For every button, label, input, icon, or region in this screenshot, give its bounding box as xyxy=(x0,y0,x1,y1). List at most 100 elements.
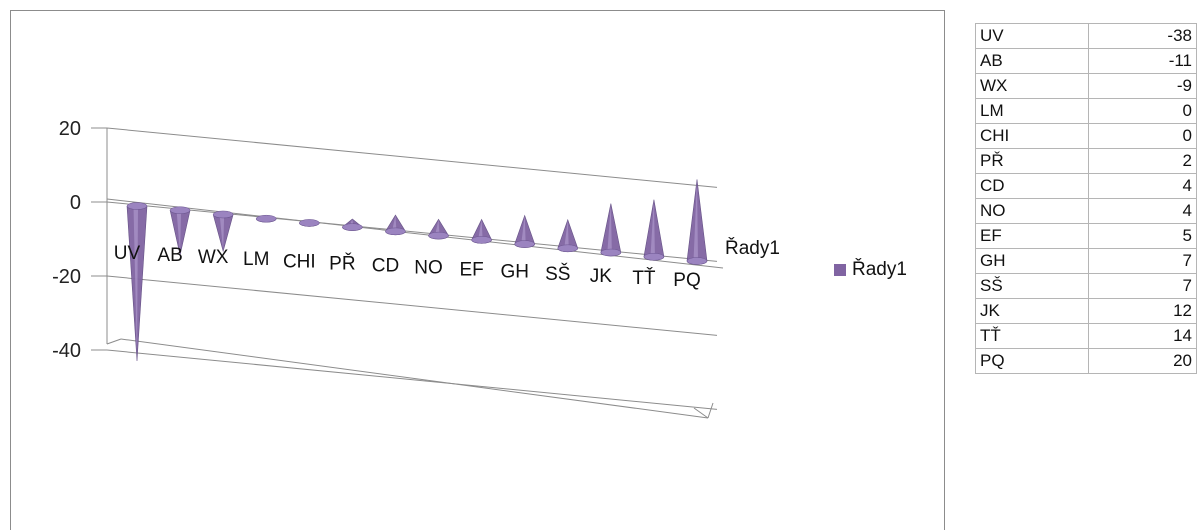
floor-left-edge xyxy=(106,338,122,345)
cone-base xyxy=(126,202,148,210)
table-cell-label: JK xyxy=(974,298,1090,324)
x-tick-label: PŘ xyxy=(329,252,355,274)
cone-highlight xyxy=(478,219,483,240)
cone-highlight xyxy=(693,179,698,261)
table-row: EF 5 xyxy=(974,223,1197,249)
legend-label: Řady1 xyxy=(852,259,907,280)
cone-highlight xyxy=(521,215,526,245)
x-tick-label: TŤ xyxy=(632,267,656,289)
table-row: TŤ 14 xyxy=(974,323,1197,349)
chart-svg: 20 0 -20 -40 UV AB WX LM CHI PŘ CD NO EF GH SŠ JK TŤ PQ Řa… xyxy=(52,118,780,419)
table-cell-label: AB xyxy=(974,48,1090,74)
x-tick-label: SŠ xyxy=(545,263,570,285)
table-cell-value: 2 xyxy=(1088,148,1197,174)
cone-base xyxy=(299,219,320,227)
table-cell-label: NO xyxy=(974,198,1090,224)
x-tick-label: AB xyxy=(157,245,182,266)
table-cell-value: 20 xyxy=(1088,348,1197,374)
table-row: LM 0 xyxy=(974,98,1197,124)
table-cell-label: PŘ xyxy=(974,148,1090,174)
x-tick-label: LM xyxy=(243,249,269,270)
cone-base xyxy=(557,244,579,253)
gridline xyxy=(106,127,718,188)
x-tick-label: CHI xyxy=(283,251,316,272)
cone-base xyxy=(471,236,492,244)
cone-base xyxy=(385,227,406,236)
cone-base xyxy=(212,210,234,219)
cone-highlight xyxy=(391,215,397,232)
table-cell-value: 14 xyxy=(1088,323,1197,349)
cone-highlight xyxy=(176,210,182,256)
table-cell-label: SŠ xyxy=(974,273,1090,299)
table-cell-label: GH xyxy=(974,248,1090,274)
cone-highlight xyxy=(133,206,138,361)
x-tick-label: PQ xyxy=(673,270,700,291)
cone-base xyxy=(514,240,535,248)
x-tick-label: CD xyxy=(372,255,399,276)
table-cell-label: TŤ xyxy=(974,323,1090,349)
table-row: GH 7 xyxy=(974,248,1197,274)
x-tick-label: UV xyxy=(114,243,141,264)
table-row: JK 12 xyxy=(974,298,1197,324)
floor-right-edge xyxy=(707,402,714,419)
table-cell-value: 0 xyxy=(1088,123,1197,149)
gridline xyxy=(106,275,718,336)
gridline xyxy=(106,349,718,410)
x-tick-label: JK xyxy=(590,266,613,287)
table-row: NO 4 xyxy=(974,198,1197,224)
table-cell-label: UV xyxy=(974,23,1090,49)
cone-highlight xyxy=(219,214,225,252)
table-row: CD 4 xyxy=(974,173,1197,199)
cone-base xyxy=(255,214,277,223)
table-cell-value: -11 xyxy=(1088,48,1197,74)
table-cell-label: LM xyxy=(974,98,1090,124)
table-row: AB -11 xyxy=(974,48,1197,74)
table-cell-value: 7 xyxy=(1088,273,1197,299)
zero-axis xyxy=(106,198,724,269)
cone-base xyxy=(600,248,622,257)
cone-highlight xyxy=(564,219,569,249)
table-cell-value: 12 xyxy=(1088,298,1197,324)
cone-base xyxy=(428,231,449,240)
cone-base xyxy=(643,253,665,261)
legend: Řady1 xyxy=(834,259,907,281)
legend-swatch xyxy=(834,264,846,276)
table-row: WX -9 xyxy=(974,73,1197,99)
data-table: UV -38 AB -11 WX -9 LM 0 CHI 0 PŘ 2 CD 4 NO 4 EF 5 GH 7 SŠ 7 J… xyxy=(974,23,1197,374)
floor-front-edge xyxy=(120,338,709,419)
table-cell-label: CHI xyxy=(974,123,1090,149)
table-row: PQ 20 xyxy=(974,348,1197,374)
chart-area: 20 0 -20 -40 UV AB WX LM CHI PŘ CD NO EF GH SŠ JK TŤ PQ Řa… xyxy=(10,10,945,530)
cone-base xyxy=(686,257,708,265)
table-body: UV -38 AB -11 WX -9 LM 0 CHI 0 PŘ 2 CD 4 NO 4 EF 5 GH 7 SŠ 7 J… xyxy=(974,23,1197,374)
series-axis-label: Řady1 xyxy=(725,237,780,259)
table-cell-value: -38 xyxy=(1088,23,1197,49)
cone-base xyxy=(169,206,191,214)
table-cell-value: -9 xyxy=(1088,73,1197,99)
y-tick-label: 20 xyxy=(59,118,81,140)
table-row: SŠ 7 xyxy=(974,273,1197,299)
table-cell-value: 5 xyxy=(1088,223,1197,249)
y-tick-label: 0 xyxy=(70,192,81,214)
x-tick-label: NO xyxy=(414,258,443,279)
table-cell-value: 7 xyxy=(1088,248,1197,274)
x-tick-label: GH xyxy=(500,262,529,283)
table-cell-label: CD xyxy=(974,173,1090,199)
x-tick-label: EF xyxy=(459,260,483,281)
table-row: CHI 0 xyxy=(974,123,1197,149)
y-tick-label: -20 xyxy=(52,266,81,288)
table-cell-value: 4 xyxy=(1088,198,1197,224)
table-cell-label: EF xyxy=(974,223,1090,249)
cone-highlight xyxy=(650,199,655,257)
cone-highlight xyxy=(607,203,612,253)
cone-highlight xyxy=(435,219,440,236)
table-row: UV -38 xyxy=(974,23,1197,49)
table-cell-value: 4 xyxy=(1088,173,1197,199)
table-cell-label: WX xyxy=(974,73,1090,99)
table-cell-value: 0 xyxy=(1088,98,1197,124)
y-tick-label: -40 xyxy=(52,340,81,362)
x-tick-label: WX xyxy=(198,247,229,268)
floor-corner xyxy=(693,407,709,419)
table-cell-label: PQ xyxy=(974,348,1090,374)
table-row: PŘ 2 xyxy=(974,148,1197,174)
